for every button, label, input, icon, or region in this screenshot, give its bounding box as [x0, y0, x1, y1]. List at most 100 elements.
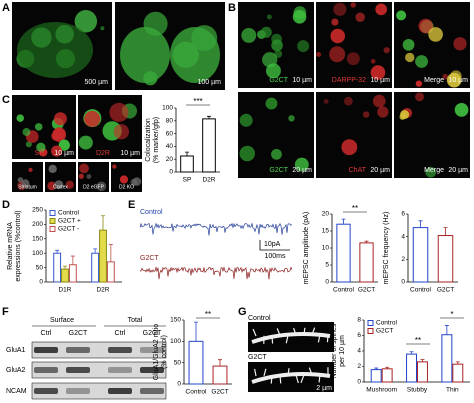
y-tick-label: 8 [357, 317, 361, 324]
y-axis-label: Number of spines [331, 323, 338, 378]
image-label: Merge [424, 77, 444, 84]
bar [99, 229, 107, 283]
panel-letter: A [2, 2, 10, 14]
trace-label: Control [140, 209, 163, 216]
band [66, 388, 90, 394]
x-tick-label: D2R [202, 177, 215, 184]
y-tick-label: 150 [170, 317, 181, 324]
y-tick-label: 50 [174, 359, 182, 366]
bar [202, 118, 216, 173]
bar [180, 155, 194, 173]
cell [383, 47, 390, 54]
bar [359, 242, 374, 283]
cell [36, 142, 46, 153]
bar [381, 368, 393, 383]
y-tick-label: 0 [169, 169, 173, 176]
x-tick-label: Mushroom [366, 387, 397, 394]
lane-label: G2CT [69, 330, 88, 337]
error-bar [444, 325, 449, 335]
cell [297, 40, 310, 53]
x-tick-label: SP [183, 177, 192, 184]
cell [35, 123, 43, 131]
scale-label: 10pA [264, 241, 281, 248]
band [34, 367, 58, 373]
cell [100, 26, 105, 31]
cell [271, 39, 283, 52]
cell [241, 27, 257, 43]
cell [48, 164, 57, 174]
legend-swatch [49, 218, 56, 224]
scale-label: 20 µm [370, 167, 390, 174]
cell [454, 103, 469, 117]
legend-label: G2CT - [58, 226, 79, 233]
spine [279, 375, 282, 384]
bar [68, 264, 77, 283]
cell [113, 124, 130, 140]
cell [239, 145, 256, 162]
cell [370, 59, 376, 64]
cell [341, 139, 358, 156]
error-bar [55, 249, 60, 254]
cell [375, 3, 387, 16]
x-tick-label: Control [410, 287, 432, 294]
error-bar [374, 367, 379, 370]
y-tick-label: 0 [177, 381, 181, 388]
band [66, 367, 90, 373]
blot [31, 382, 167, 400]
y-tick-label: 80 [166, 118, 174, 125]
band [34, 347, 58, 353]
error-bar [385, 366, 390, 369]
spine [276, 328, 281, 336]
blot [31, 361, 167, 379]
y-tick-label: 20 [166, 156, 174, 163]
spine [303, 327, 306, 335]
panel-letter: G [238, 306, 247, 318]
significance: ** [205, 310, 211, 319]
y-tick-label: 40 [166, 143, 174, 150]
legend-label: G2CT [376, 328, 393, 335]
y-tick-label: 200 [32, 221, 43, 228]
scale-label: 10 µm [370, 77, 390, 84]
image-label: Control [248, 315, 271, 322]
cell [109, 102, 129, 123]
panel-letter: F [2, 306, 9, 318]
micrograph [248, 322, 334, 352]
cell [78, 173, 84, 179]
cell [400, 110, 410, 120]
y-tick-label: 100 [170, 338, 181, 345]
x-tick-label: Control [333, 287, 355, 294]
y-axis-label: per 10 µm [339, 335, 346, 367]
y-tick-label: 2 [401, 256, 405, 263]
error-bar [63, 265, 67, 270]
y-tick-label: 4 [401, 233, 405, 240]
y-tick-label: 0 [325, 279, 329, 286]
bar [91, 252, 100, 283]
brain-section [17, 22, 93, 78]
bar [437, 235, 454, 283]
cell [21, 179, 30, 188]
band [140, 347, 164, 353]
cell [450, 70, 462, 82]
cell [294, 157, 309, 172]
scale-label: 500 µm [85, 79, 109, 86]
significance: * [450, 310, 453, 319]
error-bar [101, 215, 105, 231]
error-bar [108, 244, 113, 262]
scale-label: 100ms [264, 253, 286, 260]
panel-letter: D [2, 199, 10, 211]
bar [412, 227, 429, 283]
cell [132, 177, 142, 186]
y-tick-label: 20 [322, 211, 330, 218]
error-bar [194, 321, 198, 342]
cell [65, 180, 74, 189]
cell [112, 164, 117, 169]
error-bar [443, 227, 448, 236]
cell [370, 65, 386, 80]
cell [316, 52, 322, 57]
spine [295, 374, 299, 384]
error-bar [455, 361, 460, 365]
trace [139, 266, 293, 280]
cell [415, 55, 428, 68]
legend-swatch [367, 328, 374, 334]
y-tick-label: 100 [32, 250, 43, 257]
